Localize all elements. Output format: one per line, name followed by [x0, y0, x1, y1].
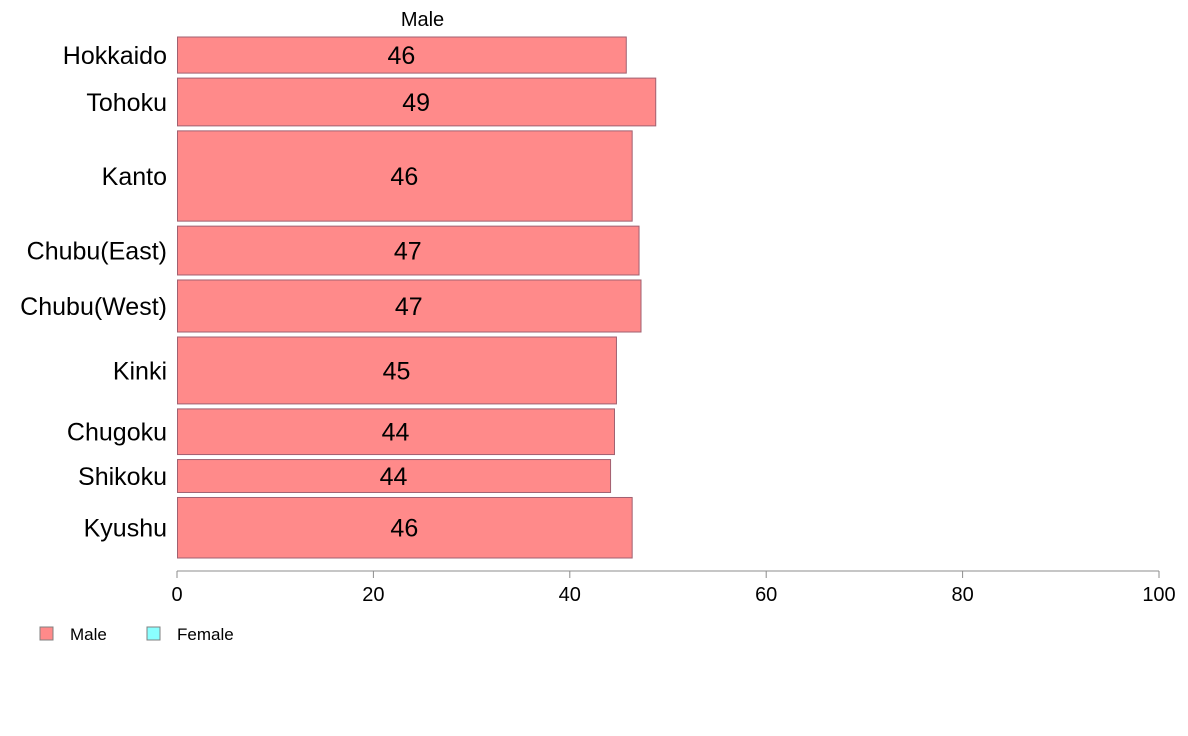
bar-tohoku	[177, 77, 657, 127]
category-label: Shikoku	[78, 463, 167, 491]
data-label: 47	[394, 238, 422, 266]
bar-kinki	[177, 336, 617, 405]
category-label: Chugoku	[67, 419, 167, 447]
data-label: 47	[395, 293, 423, 321]
category-label: Chubu(East)	[27, 238, 167, 266]
legend-label-male: Male	[70, 625, 107, 644]
category-label: Kyushu	[84, 515, 167, 543]
data-label: 44	[380, 463, 408, 491]
x-tick-label: 80	[951, 584, 973, 606]
data-label: 49	[402, 89, 430, 117]
category-label: Hokkaido	[63, 42, 167, 70]
x-tick-label: 60	[755, 584, 777, 606]
legend-label-female: Female	[177, 625, 234, 644]
category-label: Kinki	[113, 357, 167, 385]
bar-shikoku	[177, 459, 612, 493]
x-tick-label: 20	[362, 584, 384, 606]
bar-kanto	[177, 130, 633, 222]
category-label: Chubu(West)	[20, 293, 167, 321]
bar-chubu-east-	[177, 225, 640, 276]
bar-kyushu	[177, 496, 633, 559]
bar-chubu-west-	[177, 279, 642, 333]
x-tick-label: 0	[171, 584, 182, 606]
legend-swatch-female	[146, 626, 161, 641]
data-label: 45	[383, 357, 411, 385]
x-tick-label: 40	[559, 584, 581, 606]
x-axis: 0 20 40 60 80 100	[171, 570, 1176, 606]
panel-title: Male	[401, 9, 444, 31]
data-label: 46	[390, 163, 418, 191]
data-label: 44	[382, 419, 410, 447]
x-tick-label: 100	[1142, 584, 1175, 606]
bar-chugoku	[177, 408, 615, 456]
bar-hokkaido	[177, 36, 627, 74]
data-label: 46	[390, 515, 418, 543]
category-label: Tohoku	[86, 89, 167, 117]
category-label: Kanto	[102, 163, 167, 191]
bars-group: Hokkaido 46 Tohoku 49 Kanto 46 Chubu(East) 47 Ch…	[20, 36, 657, 559]
legend: Male Female	[39, 625, 234, 644]
legend-swatch-male	[39, 626, 54, 641]
data-label: 46	[387, 42, 415, 70]
